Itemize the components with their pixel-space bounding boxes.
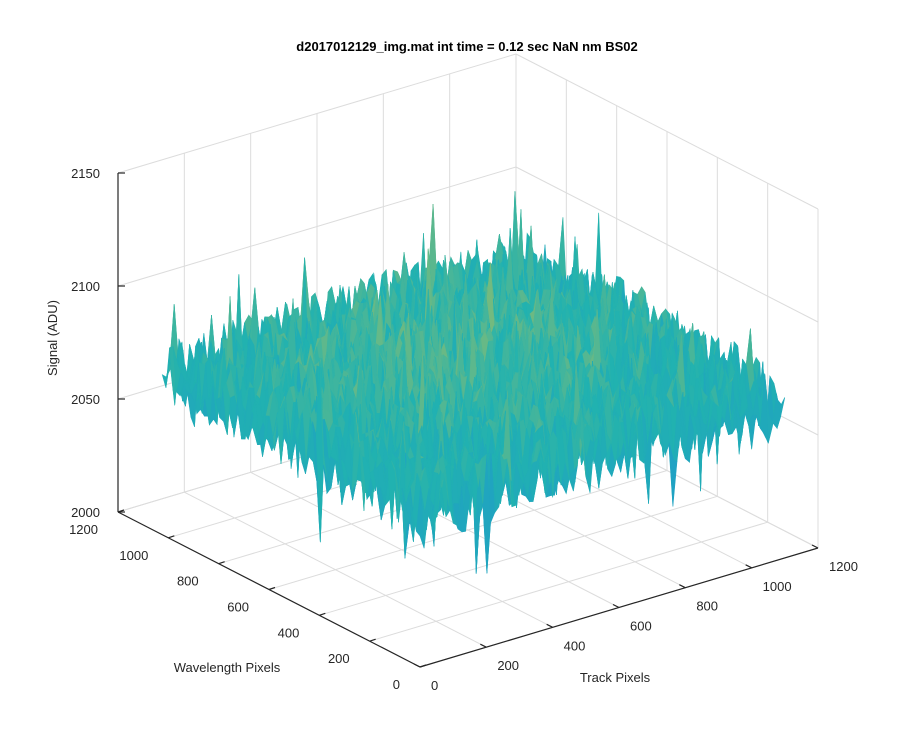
floor-grid-line (268, 470, 668, 590)
floor-grid-line (319, 495, 718, 616)
wall-grid-line (515, 166, 819, 323)
floor-grid-line (369, 521, 768, 642)
chart-title: d2017012129_img.mat int time = 0.12 sec … (296, 39, 637, 54)
wall-grid-line (117, 166, 517, 287)
wall-grid-line (515, 53, 819, 210)
wall-grid-line (117, 53, 517, 174)
surface-plot (161, 191, 786, 574)
